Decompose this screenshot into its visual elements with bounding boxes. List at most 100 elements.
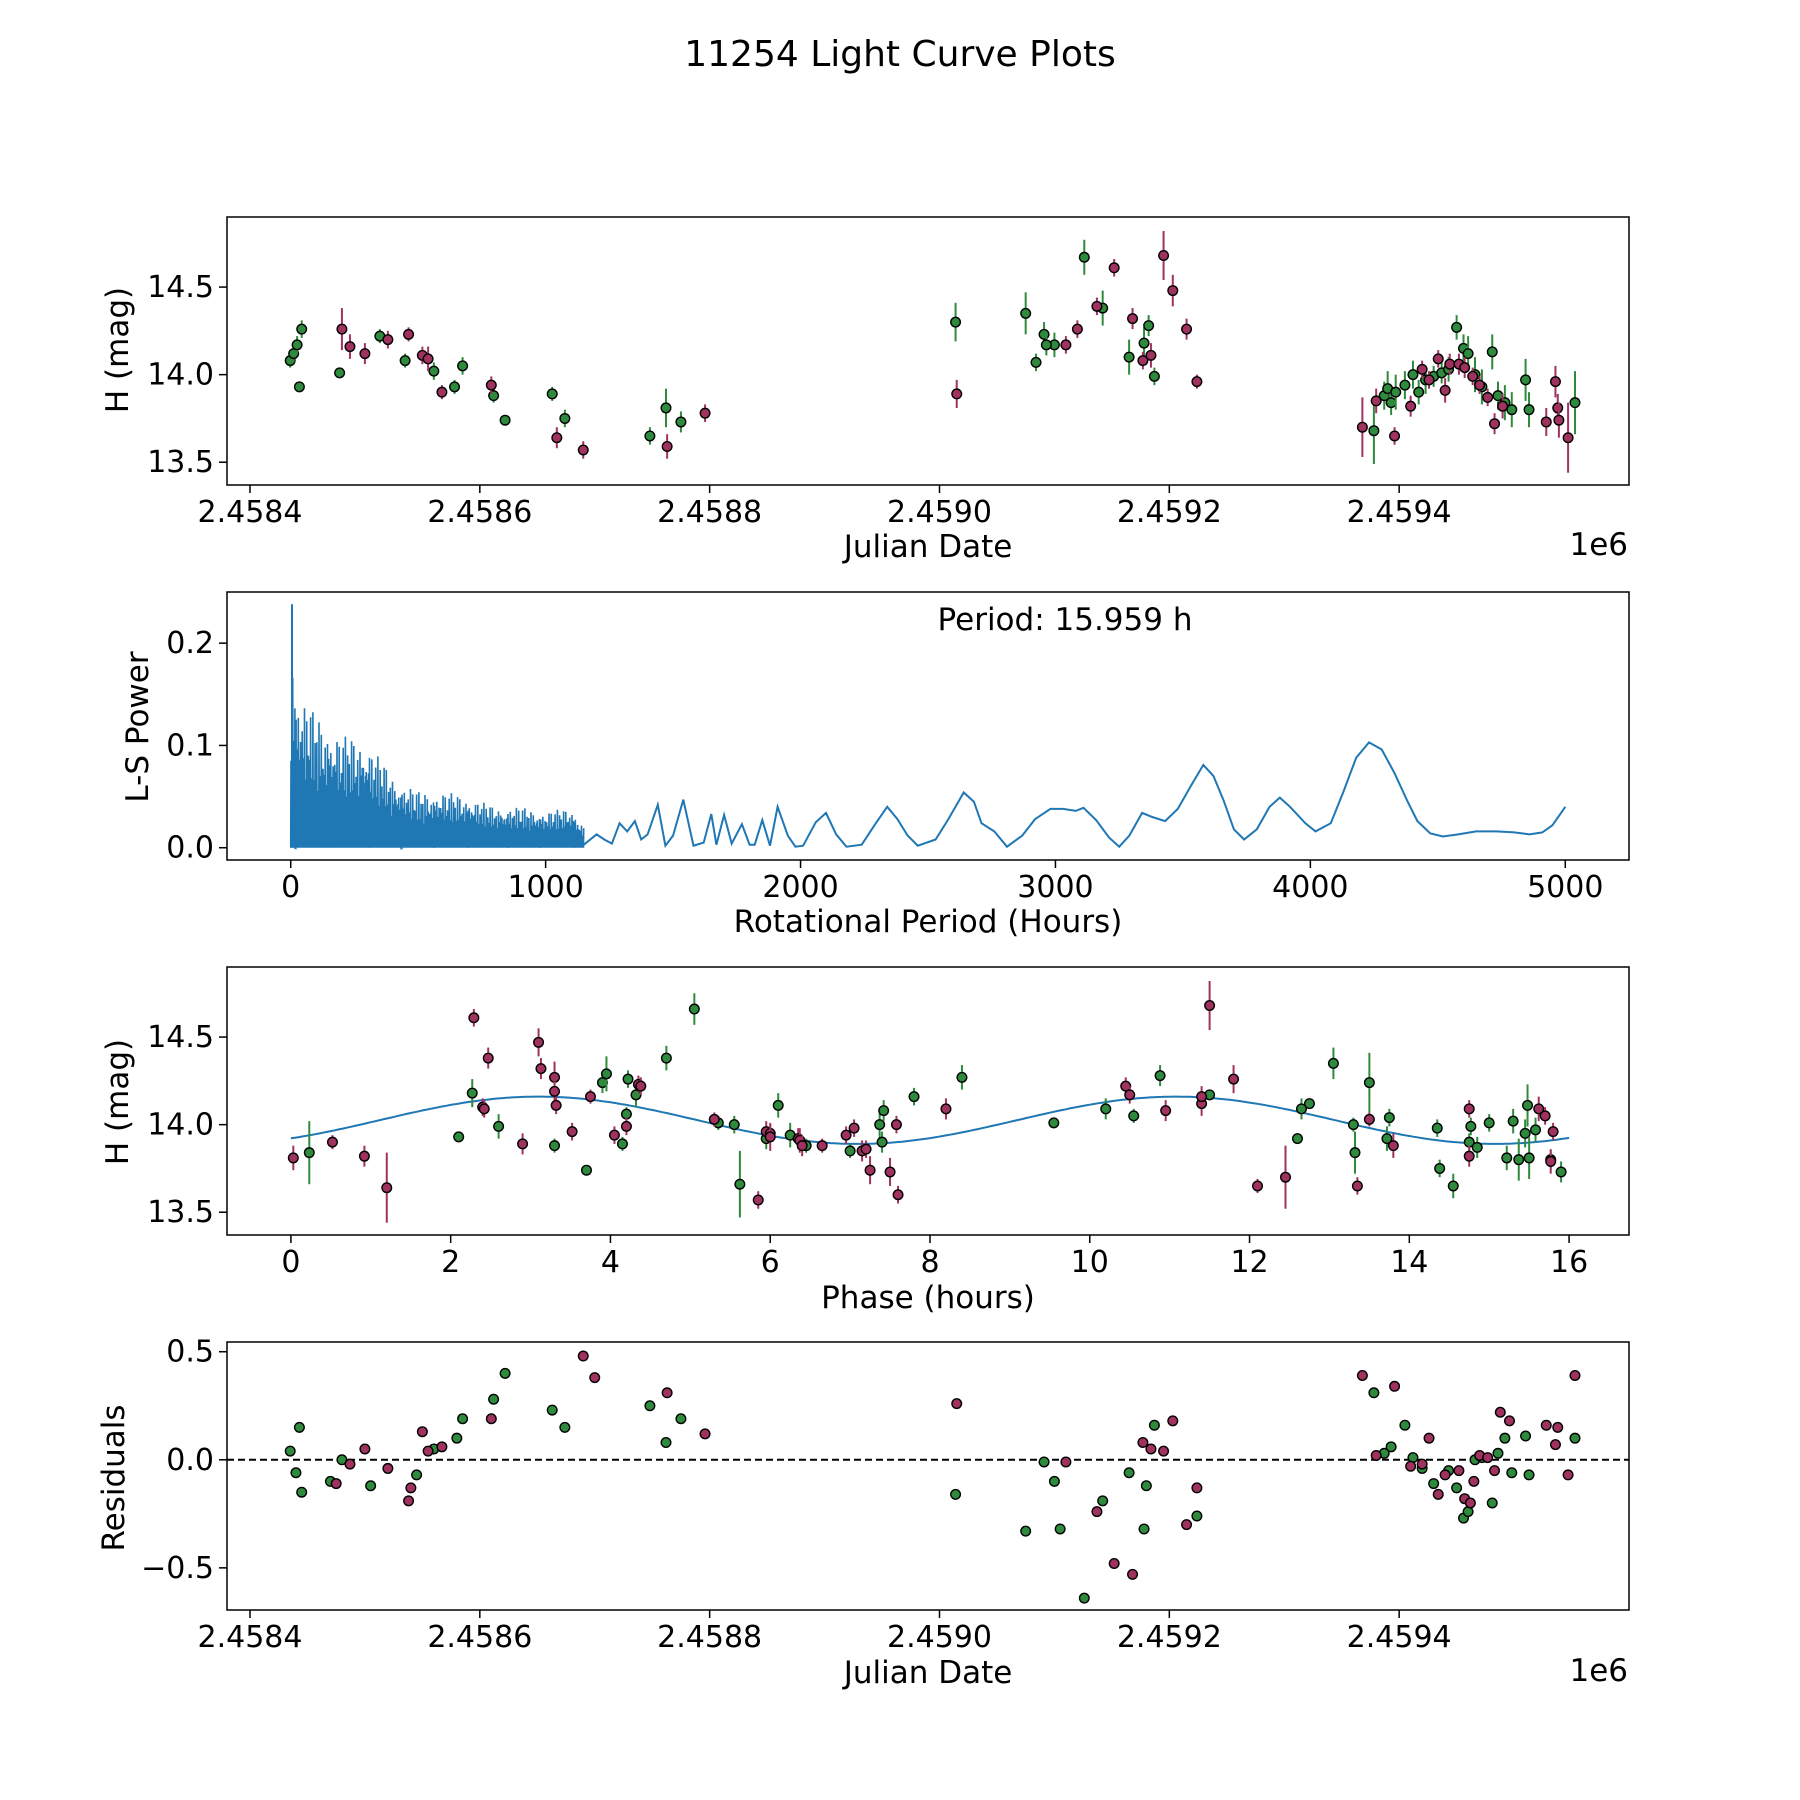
residuals-data-point (1108, 1558, 1120, 1570)
periodogram-dense-trace (289, 677, 585, 851)
phase-data-point (908, 1091, 920, 1103)
lightcurve-x-tick-label: 2.4588 (657, 495, 762, 530)
residuals-data-point (382, 1462, 394, 1474)
phase-data-point (1530, 1124, 1542, 1136)
lightcurve-data-point (1459, 362, 1471, 374)
phase-data-point (1349, 1147, 1361, 1159)
phase-data-point (635, 1080, 647, 1092)
lightcurve-data-point (436, 386, 448, 398)
residuals-data-point (422, 1445, 434, 1457)
residuals-data-point (559, 1421, 571, 1433)
phase-data-point (493, 1120, 505, 1132)
lightcurve-data-point (644, 430, 656, 442)
lightcurve-x-tick-label: 2.4590 (887, 495, 992, 530)
residuals-data-point (950, 1488, 962, 1500)
lightcurve-data-point (1467, 370, 1479, 382)
lightcurve-data-point (1020, 307, 1032, 319)
phase-data-point (956, 1071, 968, 1083)
phase-data-point (1431, 1122, 1443, 1134)
phase-x-tick-label: 12 (1230, 1245, 1268, 1280)
phase-y-label: H (mag) (100, 1039, 136, 1165)
lightcurve-data-point (344, 341, 356, 353)
residuals-data-point (661, 1387, 673, 1399)
lightcurve-data-point (1569, 397, 1581, 409)
phase-data-point (1545, 1155, 1557, 1167)
lightcurve-data-point (1091, 300, 1103, 312)
residuals-data-point (1453, 1465, 1465, 1477)
phase-data-point (1351, 1180, 1363, 1192)
phase-data-point (752, 1194, 764, 1206)
phase-axes-frame (226, 966, 1630, 1236)
lightcurve-data-point (1123, 351, 1135, 363)
residuals-y-tick-label: 0.0 (166, 1443, 214, 1478)
residuals-data-point (1428, 1478, 1440, 1490)
residuals-data-point (1416, 1458, 1428, 1470)
periodogram-y-tick-label: 0.2 (166, 626, 214, 661)
lightcurve-y-tick-label: 13.5 (147, 445, 214, 480)
lightcurve-data-point (1368, 425, 1380, 437)
lightcurve-data-point (1191, 376, 1203, 388)
phase-data-point (772, 1099, 784, 1111)
lightcurve-data-point (577, 444, 589, 456)
periodogram-x-tick-label: 0 (281, 870, 300, 905)
residuals-data-point (405, 1482, 417, 1494)
phase-data-point (1533, 1103, 1545, 1115)
lightcurve-data-point (1482, 391, 1494, 403)
lightcurve-data-point (1423, 374, 1435, 386)
residuals-data-point (1191, 1510, 1203, 1522)
residuals-data-point (1405, 1460, 1417, 1472)
phase-data-point (600, 1068, 612, 1080)
lightcurve-data-point (382, 334, 394, 346)
phase-data-point (466, 1087, 478, 1099)
residuals-data-point (457, 1413, 469, 1425)
residuals-data-point (293, 1421, 305, 1433)
residuals-data-point (1562, 1469, 1574, 1481)
lightcurve-data-point (403, 328, 415, 340)
residuals-y-tick-label: −0.5 (141, 1551, 214, 1586)
residuals-x-tick-label: 2.4588 (657, 1620, 762, 1655)
phase-data-point (1279, 1171, 1291, 1183)
residuals-y-label: Residuals (96, 1404, 132, 1551)
periodogram-plot-area (289, 604, 1567, 851)
phase-data-point (580, 1164, 592, 1176)
residuals-data-point (1123, 1467, 1135, 1479)
lightcurve-data-point (675, 416, 687, 428)
periodogram-x-tick-label: 4000 (1272, 870, 1348, 905)
phase-data-point (734, 1178, 746, 1190)
residuals-data-point (451, 1432, 463, 1444)
phase-x-tick-label: 8 (920, 1245, 939, 1280)
phase-data-point (550, 1099, 562, 1111)
residuals-data-point (1503, 1415, 1515, 1427)
phase-data-point (1154, 1070, 1166, 1082)
phase-data-point (622, 1073, 634, 1085)
residuals-data-point (1486, 1497, 1498, 1509)
phase-data-point (358, 1150, 370, 1162)
phase-data-point (1513, 1154, 1525, 1166)
phase-data-point (1434, 1162, 1446, 1174)
phase-data-point (620, 1108, 632, 1120)
residuals-data-point (1540, 1419, 1552, 1431)
residuals-data-point (485, 1413, 497, 1425)
residuals-data-point (1389, 1380, 1401, 1392)
residuals-data-point (1356, 1369, 1368, 1381)
lightcurve-x-tick-label: 2.4592 (1117, 495, 1222, 530)
residuals-data-point (296, 1486, 308, 1498)
lightcurve-data-point (1520, 374, 1532, 386)
residuals-data-point (1368, 1387, 1380, 1399)
residuals-data-point (1468, 1475, 1480, 1487)
lightcurve-data-point (1553, 414, 1565, 426)
residuals-plot-area (227, 1350, 1629, 1604)
periodogram-x-tick-label: 3000 (1017, 870, 1093, 905)
phase-data-point (1363, 1077, 1375, 1089)
phase-data-point (1483, 1117, 1495, 1129)
phase-data-point (840, 1129, 852, 1141)
lightcurve-x-tick-label: 2.4584 (197, 495, 302, 530)
lightcurve-data-point (551, 432, 563, 444)
phase-data-point (1522, 1099, 1534, 1111)
phase-data-point (816, 1140, 828, 1152)
residuals-data-point (1506, 1467, 1518, 1479)
phase-data-point (796, 1140, 808, 1152)
residuals-data-point (284, 1445, 296, 1457)
phase-data-point (1124, 1089, 1136, 1101)
phase-data-point (326, 1136, 338, 1148)
